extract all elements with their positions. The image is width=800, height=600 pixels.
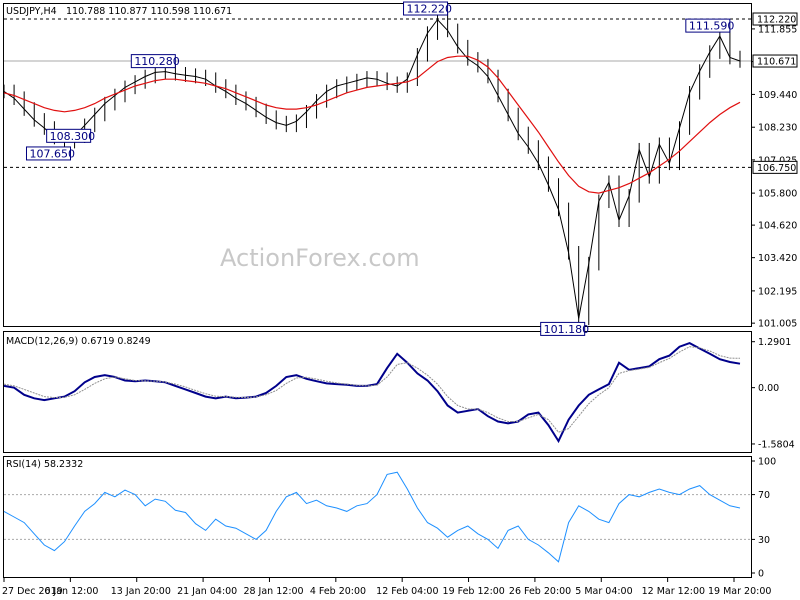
- level-label: 112.220: [757, 15, 796, 26]
- level-tag: [752, 12, 798, 26]
- price-y-tick-label: 109.440: [758, 90, 797, 101]
- x-tick-label: 12 Feb 04:00: [376, 586, 438, 597]
- macd-panel: [3, 331, 752, 453]
- price-annotation-label: 108.300: [50, 130, 95, 143]
- x-tick-label: 13 Jan 20:00: [111, 586, 171, 597]
- current-price-label: 110.671: [757, 57, 796, 68]
- watermark: ActionForex.com: [220, 244, 420, 272]
- price-annotation-label: 101.180: [544, 323, 590, 336]
- rsi-title: RSI(14) 58.2332: [6, 459, 83, 470]
- price-annotation-box: [130, 54, 176, 69]
- price-y-tick-label: 103.420: [758, 253, 797, 264]
- rsi-y-tick-label: 0: [758, 569, 764, 580]
- rsi-line: [3, 471, 741, 563]
- macd-y-tick-label: 0.00: [758, 383, 779, 394]
- x-tick-label: 21 Jan 04:00: [177, 586, 237, 597]
- price-y-tick-label: 105.800: [758, 189, 797, 200]
- price-ohlc-header: 110.788 110.877 110.598 110.671: [66, 6, 232, 17]
- x-tick-label: 27 Dec 2019: [2, 586, 63, 597]
- price-annotation-label: 112.220: [407, 3, 453, 16]
- price-annotation-label: 111.590: [689, 20, 735, 33]
- price-annotation-box: [403, 1, 449, 16]
- moving-average-line: [3, 55, 741, 194]
- level-tag: [752, 160, 798, 174]
- rsi-y-tick-label: 30: [758, 535, 770, 546]
- price-chart-title: USDJPY,H4: [6, 6, 57, 17]
- level-label: 106.750: [757, 163, 796, 174]
- x-tick-label: 19 Mar 20:00: [708, 586, 771, 597]
- price-annotation-box: [685, 18, 731, 33]
- x-tick-label: 5 Mar 04:00: [575, 586, 632, 597]
- price-annotation-box: [46, 128, 92, 143]
- macd-y-tick-label: -1.5804: [758, 439, 795, 450]
- macd-line: [3, 342, 741, 444]
- rsi-y-tick-label: 100: [758, 457, 776, 468]
- rsi-y-tick-label: 70: [758, 490, 770, 501]
- x-tick-label: 28 Jan 12:00: [243, 586, 303, 597]
- x-tick-label: 6 Jan 12:00: [44, 586, 98, 597]
- x-tick-label: 4 Feb 20:00: [310, 586, 366, 597]
- rsi-panel: [3, 456, 752, 578]
- price-y-tick-label: 101.005: [758, 319, 797, 330]
- price-y-tick-label: 108.230: [758, 123, 797, 134]
- macd-y-tick-label: 1.2901: [758, 337, 791, 348]
- price-annotation-box: [25, 146, 71, 161]
- current-price-tag: [752, 54, 798, 68]
- price-annotation-label: 107.650: [29, 147, 75, 160]
- price-panel: [3, 3, 752, 327]
- price-y-tick-label: 111.855: [758, 24, 797, 35]
- x-tick-label: 26 Feb 20:00: [509, 586, 571, 597]
- macd-title: MACD(12,26,9) 0.6719 0.8249: [6, 336, 151, 347]
- x-tick-label: 19 Feb 12:00: [443, 586, 505, 597]
- price-y-tick-label: 102.195: [758, 286, 797, 297]
- price-y-tick-label: 104.620: [758, 221, 797, 232]
- x-tick-label: 12 Mar 12:00: [642, 586, 705, 597]
- price-line: [3, 18, 741, 319]
- price-annotation-box: [540, 321, 586, 336]
- macd-signal-line: [3, 346, 741, 433]
- price-annotation-label: 110.280: [134, 55, 180, 68]
